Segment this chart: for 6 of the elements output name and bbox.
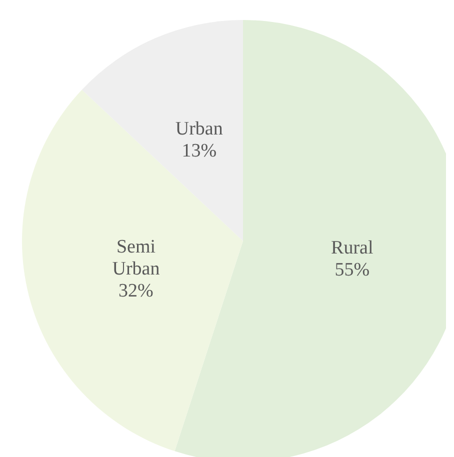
data-label: 55% [334, 258, 370, 280]
slice-label: Rural [331, 236, 374, 258]
data-label: 13% [182, 140, 217, 162]
slice-label: Semi Urban [112, 236, 160, 279]
data-label: 32% [118, 280, 154, 301]
slice-label: Urban [175, 118, 224, 140]
